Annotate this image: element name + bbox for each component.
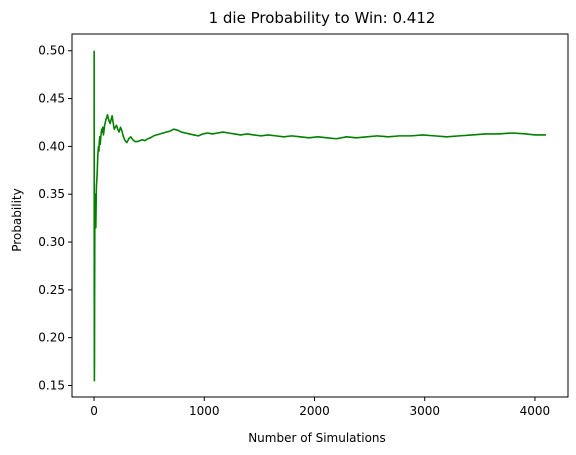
x-tick-label: 3000 xyxy=(409,404,440,418)
y-tick-label: 0.45 xyxy=(38,92,65,106)
x-axis-label: Number of Simulations xyxy=(248,431,386,445)
axes-frame xyxy=(71,33,569,398)
x-tick-label: 2000 xyxy=(299,404,330,418)
y-tick-label: 0.40 xyxy=(38,139,65,153)
y-axis-ticks: 0.15 0.20 0.25 0.30 0.35 0.40 0.45 0.50 xyxy=(38,44,72,393)
y-tick-label: 0.50 xyxy=(38,44,65,58)
y-tick-label: 0.30 xyxy=(38,235,65,249)
y-tick-label: 0.20 xyxy=(38,331,65,345)
plot-area xyxy=(93,50,546,382)
y-axis-label: Probability xyxy=(10,188,24,251)
chart-title: 1 die Probability to Win: 0.412 xyxy=(209,9,436,27)
y-tick-label: 0.35 xyxy=(38,187,65,201)
x-tick-label: 4000 xyxy=(520,404,551,418)
y-tick-label: 0.15 xyxy=(38,379,65,393)
x-tick-label: 0 xyxy=(90,404,98,418)
x-axis-ticks: 0 1000 2000 3000 4000 xyxy=(90,397,550,418)
y-tick-label: 0.25 xyxy=(38,283,65,297)
series-line-0 xyxy=(93,50,546,382)
x-tick-label: 1000 xyxy=(189,404,220,418)
